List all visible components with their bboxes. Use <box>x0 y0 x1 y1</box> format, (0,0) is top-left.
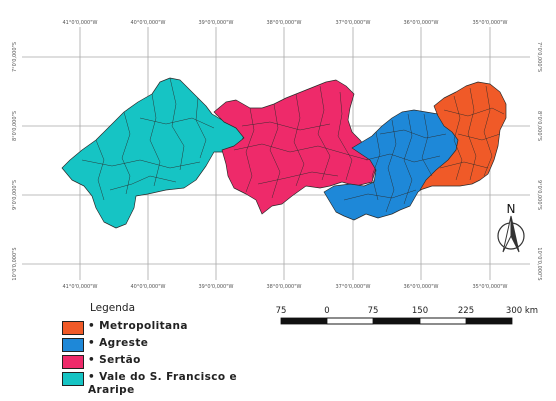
top-coord-label: 37°0'0,000"W <box>336 20 371 26</box>
scale-bar-outline <box>280 317 513 325</box>
legend-label: Sertão <box>99 354 141 366</box>
left-coord-label: 9°0'0,000"S <box>12 180 18 210</box>
region-metropolitana <box>419 81 507 191</box>
top-coord-label: 38°0'0,000"W <box>267 20 302 26</box>
scale-tick-label: 150 <box>412 306 428 316</box>
region-agreste <box>323 109 461 221</box>
legend-swatch <box>62 321 84 335</box>
bottom-coord-label: 38°0'0,000"W <box>267 284 302 290</box>
coordinate-labels: 41°0'0,000"W 40°0'0,000"W 39°0'0,000"W 3… <box>12 20 542 290</box>
north-arrow-right-half <box>510 215 520 253</box>
scale-segment <box>419 317 467 325</box>
legend-bullet: • <box>88 354 96 366</box>
map-regions <box>61 77 507 229</box>
scale-segment <box>373 318 420 324</box>
scale-segment <box>326 317 374 325</box>
right-coord-label: 7°0'0,000"S <box>536 42 542 72</box>
bottom-coord-label: 37°0'0,000"W <box>336 284 371 290</box>
bottom-coord-label: 39°0'0,000"W <box>199 284 234 290</box>
scale-segment <box>466 318 512 324</box>
right-coord-label: 9°0'0,000"S <box>536 180 542 210</box>
bottom-coord-label: 40°0'0,000"W <box>131 284 166 290</box>
top-coord-label: 36°0'0,000"W <box>404 20 439 26</box>
bottom-coord-label: 35°0'0,000"W <box>473 284 508 290</box>
legend-item-vale-sao-francisco-araripe: • Vale do S. Francisco e Araripe <box>62 371 262 397</box>
scale-tick-label: 0 <box>324 306 329 316</box>
scale-tick-label: 75 <box>368 306 379 316</box>
scale-bar: 75 0 75 150 225 300 km <box>276 306 538 325</box>
legend-swatch <box>62 355 84 369</box>
bottom-coord-label: 41°0'0,000"W <box>63 284 98 290</box>
left-coord-label: 7°0'0,000"S <box>12 42 18 72</box>
bottom-coord-label: 36°0'0,000"W <box>404 284 439 290</box>
scale-tick-label: 225 <box>458 306 474 316</box>
legend-swatch <box>62 338 84 352</box>
region-sertao <box>213 79 377 215</box>
legend-bullet: • <box>88 337 96 349</box>
legend-title: Legenda <box>90 302 136 314</box>
scale-segment <box>281 318 327 324</box>
legend: Legenda • Metropolitana • Agreste • Sertão … <box>62 302 262 399</box>
legend-label: Metropolitana <box>99 320 188 332</box>
top-coord-label: 40°0'0,000"W <box>131 20 166 26</box>
legend-swatch <box>62 372 84 386</box>
left-coord-label: 10°0'0,000"S <box>12 247 18 280</box>
legend-bullet: • <box>88 320 96 332</box>
legend-label: Agreste <box>99 337 149 349</box>
legend-item-sertao: • Sertão <box>62 354 262 369</box>
scale-tick-label: 300 km <box>506 306 538 316</box>
north-arrow: N <box>497 202 525 253</box>
left-coord-label: 8°0'0,000"S <box>12 111 18 141</box>
legend-item-agreste: • Agreste <box>62 337 262 352</box>
north-arrow-left-half <box>502 215 512 253</box>
scale-tick-label: 75 <box>276 306 287 316</box>
right-coord-label: 10°0'0,000"S <box>536 247 542 280</box>
north-arrow-label: N <box>507 202 516 216</box>
top-coord-label: 41°0'0,000"W <box>63 20 98 26</box>
legend-item-metropolitana: • Metropolitana <box>62 320 262 335</box>
legend-bullet: • <box>88 371 96 383</box>
municipality-boundaries <box>81 77 505 213</box>
top-coord-label: 39°0'0,000"W <box>199 20 234 26</box>
right-coord-label: 8°0'0,000"S <box>536 111 542 141</box>
top-coord-label: 35°0'0,000"W <box>473 20 508 26</box>
legend-label: Vale do S. Francisco e Araripe <box>88 371 238 396</box>
